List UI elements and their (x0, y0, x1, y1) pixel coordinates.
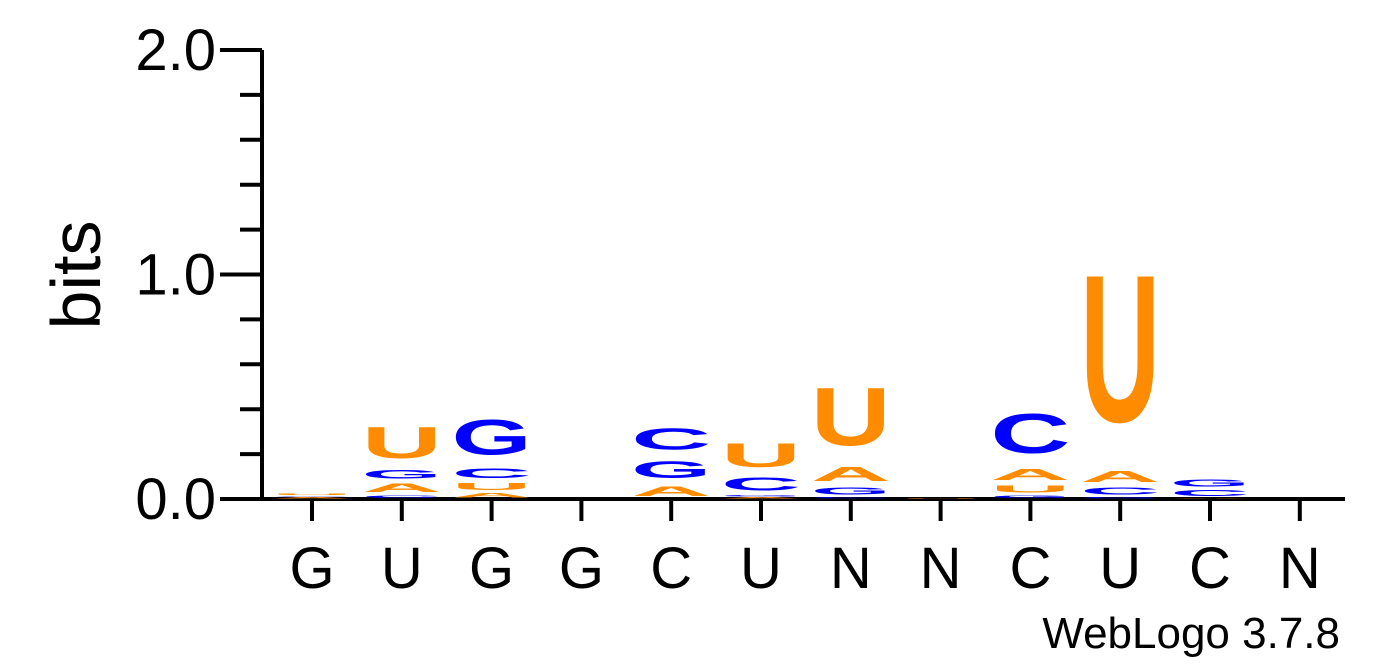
logo-letter-c: C (1080, 486, 1160, 497)
logo-letter-c: C (721, 474, 801, 494)
logo-letter-u: U (901, 498, 981, 499)
x-tick-label: N (830, 536, 872, 601)
logo-letter-u: U (990, 483, 1070, 494)
logo-letter-u: U (452, 481, 532, 492)
x-tick-label: C (1009, 536, 1051, 601)
y-axis: 0.0 1.0 2.0 (135, 18, 264, 532)
logo-letter-g: G (990, 495, 1070, 499)
x-tick-label: C (650, 536, 692, 601)
x-tick-label: G (559, 536, 604, 601)
logo-letter-g: G (452, 410, 532, 466)
x-tick-label: U (1099, 536, 1141, 601)
logo-letter-a: A (362, 481, 442, 494)
logo-letter-c: C (272, 496, 352, 497)
logo-letter-g: G (631, 456, 711, 483)
logo-letter-c: C (362, 494, 442, 499)
x-tick-label: C (1189, 536, 1231, 601)
x-tick-label: G (289, 536, 334, 601)
logo-letter-c: C (1170, 489, 1250, 498)
logo-letter-u: U (811, 371, 891, 463)
logo-letter-a: A (631, 483, 711, 499)
logo-letter-u: U (1080, 231, 1160, 466)
y-tick-label: 1.0 (135, 243, 216, 308)
logo-letter-g: G (811, 486, 891, 497)
y-tick-label: 2.0 (135, 18, 216, 83)
logo-letter-c: C (811, 497, 891, 499)
weblogo-credit: WebLogo 3.7.8 (1042, 609, 1340, 658)
logo-letter-u: U (272, 493, 352, 495)
logo-letter-c: C (990, 402, 1070, 465)
x-tick-label: U (740, 536, 782, 601)
x-tick-label: G (469, 536, 514, 601)
x-tick-label: N (1279, 536, 1321, 601)
logo-letter-a: A (811, 463, 891, 485)
logo-letter-a: A (990, 465, 1070, 483)
logo-letter-c: C (631, 423, 711, 456)
logo-letter-a: A (721, 497, 801, 499)
logo-letter-a: A (1080, 467, 1160, 485)
y-axis-label: bits (37, 221, 115, 330)
x-tick-label: N (920, 536, 962, 601)
logo-letter-u: U (721, 436, 801, 474)
x-tick-label: U (381, 536, 423, 601)
logo-letter-a: A (452, 492, 532, 499)
logo-letter-g: G (721, 495, 801, 497)
logo-letter-u: U (362, 418, 442, 467)
logo-letter-g: G (1170, 478, 1250, 489)
logo-letter-a: A (1170, 498, 1250, 499)
logo-letter-a: A (272, 497, 352, 499)
y-tick-label: 0.0 (135, 467, 216, 532)
logo-letter-g: G (362, 468, 442, 481)
logo-letter-g: G (1080, 497, 1160, 499)
logo-letter-c: C (452, 465, 532, 481)
